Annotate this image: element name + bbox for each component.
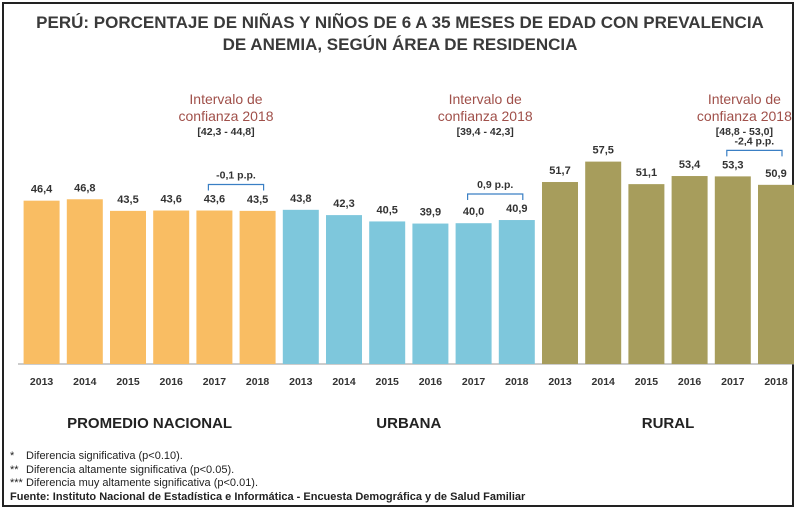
bar [628,184,665,364]
bar-value-label: 43,5 [247,194,268,206]
x-tick-label: 2014 [592,376,616,388]
bar-value-label: 40,5 [376,204,397,216]
bar [196,210,233,364]
difference-bracket [207,183,265,191]
bar-value-label: 40,9 [506,203,527,215]
bar [542,182,578,364]
x-tick-label: 2017 [203,376,227,388]
ci-range-label: [39,4 - 42,3] [457,126,514,138]
bar-value-label: 46,8 [74,182,95,194]
bar-value-label: 39,9 [420,207,441,219]
x-tick-label: 2018 [246,376,270,388]
ci-title-line: Intervalo de [708,91,781,107]
chart-title-line-1: PERÚ: PORCENTAJE DE NIÑAS Y NIÑOS DE 6 A… [36,12,764,32]
footnote-mark: * [10,450,15,462]
x-tick-label: 2015 [635,376,659,388]
source-note: Fuente: Instituto Nacional de Estadístic… [10,490,526,503]
x-tick-label: 2016 [160,376,184,388]
bar-value-label: 53,3 [722,159,743,171]
bar [455,223,492,364]
footnote-text: Diferencia muy altamente significativa (… [26,477,259,489]
bar [369,221,406,364]
ci-title-line: confianza 2018 [697,108,792,124]
plot-area: 46,4 2013 46,8 2014 43,5 2015 43,6 2016 43,6 2017… [18,91,794,432]
difference-bracket [467,193,524,201]
ci-title-line: confianza 2018 [179,108,274,124]
ci-title-line: confianza 2018 [438,108,533,124]
bar-value-label: 53,4 [679,159,701,171]
bar-value-label: 43,5 [117,194,138,206]
x-tick-label: 2013 [548,376,572,388]
chart: PERÚ: PORCENTAJE DE NIÑAS Y NIÑOS DE 6 A… [18,12,794,432]
bar [66,199,103,364]
difference-bracket [726,149,783,157]
difference-label: -0,1 p.p. [216,170,256,182]
footnote-text: Diferencia altamente significativa (p<0.… [26,463,235,476]
footnotes: * Diferencia significativa (p<0.10). ** Di… [10,450,525,504]
x-tick-label: 2017 [721,376,745,388]
footnote-1: * Diferencia significativa (p<0.10). [10,450,525,464]
footnote-text: Diferencia significativa (p<0.10). [26,450,183,462]
bar [585,161,622,364]
bar [282,209,319,364]
bar [671,176,708,364]
group-label: RURAL [642,415,695,432]
bar [326,215,362,364]
bar-value-label: 43,6 [160,194,181,206]
bar-value-label: 43,6 [204,194,225,206]
bar-value-label: 43,8 [290,193,311,205]
bar [412,223,449,364]
x-tick-label: 2015 [376,376,400,388]
x-tick-label: 2014 [73,376,97,388]
ci-title-line: Intervalo de [189,91,262,107]
bar-value-label: 51,7 [549,165,570,177]
bar [498,220,535,364]
footnote-mark: *** [10,477,23,489]
bar-value-label: 50,9 [765,168,786,180]
x-tick-label: 2017 [462,376,486,388]
x-tick-label: 2016 [678,376,702,388]
x-tick-label: 2013 [30,376,54,388]
bar [239,210,276,364]
bar [714,176,751,364]
footnote-mark: ** [10,463,19,476]
bar-value-label: 42,3 [333,198,354,210]
x-tick-label: 2015 [116,376,140,388]
group-label: URBANA [376,415,441,432]
bar [153,210,190,364]
x-tick-label: 2013 [289,376,313,388]
bar-value-label: 40,0 [463,206,484,218]
chart-title-line-2: DE ANEMIA, SEGÚN ÁREA DE RESIDENCIA [223,35,578,54]
x-tick-label: 2018 [505,376,529,388]
difference-label: -2,4 p.p. [735,135,775,147]
group-label: PROMEDIO NACIONAL [67,415,232,432]
footnote-3: *** Diferencia muy altamente significativ… [10,477,525,491]
bar [110,210,146,364]
ci-range-label: [48,8 - 53,0] [716,126,773,138]
bar [758,184,794,364]
bar-value-label: 46,4 [31,184,53,196]
ci-title-line: Intervalo de [449,91,522,107]
chart-frame: PERÚ: PORCENTAJE DE NIÑAS Y NIÑOS DE 6 A… [2,2,794,507]
ci-range-label: [42,3 - 44,8] [197,126,254,138]
x-tick-label: 2014 [332,376,356,388]
footnote-2: ** Diferencia altamente significativa (p<… [10,464,525,478]
bar-value-label: 51,1 [636,167,657,179]
difference-label: 0,9 p.p. [477,179,513,191]
bar [23,200,60,364]
x-tick-label: 2016 [419,376,443,388]
bar-value-label: 57,5 [592,145,613,157]
x-tick-label: 2018 [764,376,788,388]
